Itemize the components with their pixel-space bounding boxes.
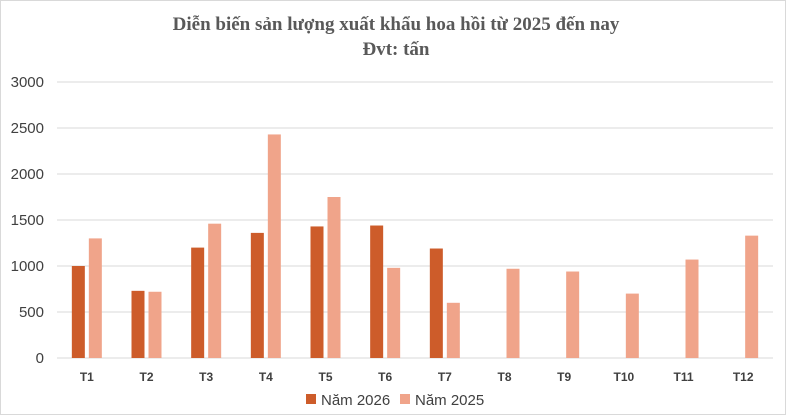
bar-nam-2025-t4 bbox=[267, 134, 281, 358]
x-tick-label: T3 bbox=[199, 370, 213, 384]
x-tick-label: T5 bbox=[318, 370, 332, 384]
y-tick-label: 1000 bbox=[11, 258, 44, 275]
bar-nam-2026-t2 bbox=[131, 290, 145, 358]
x-tick-label: T7 bbox=[438, 370, 452, 384]
x-tick-label: T4 bbox=[259, 370, 273, 384]
bar-nam-2026-t7 bbox=[429, 248, 443, 358]
x-tick-label: T8 bbox=[497, 370, 511, 384]
bars bbox=[71, 134, 759, 358]
bar-nam-2026-t5 bbox=[310, 226, 324, 358]
y-tick-label: 2500 bbox=[11, 120, 44, 137]
bar-nam-2026-t4 bbox=[250, 232, 264, 358]
bar-nam-2025-t3 bbox=[208, 223, 222, 358]
bar-nam-2026-t6 bbox=[370, 225, 384, 358]
chart-subtitle: Đvt: tấn bbox=[362, 39, 429, 60]
x-tick-label: T10 bbox=[613, 370, 634, 384]
x-axis-ticks: T1 T2 T3 T4 T5 T6 T7 T8 T9 T10 T11 T12 bbox=[80, 370, 754, 384]
legend: Năm 2026 Năm 2025 bbox=[306, 392, 484, 409]
y-tick-label: 3000 bbox=[11, 74, 44, 91]
x-tick-label: T9 bbox=[557, 370, 571, 384]
y-tick-label: 0 bbox=[36, 350, 44, 367]
bar-nam-2026-t1 bbox=[71, 266, 85, 358]
gridlines bbox=[57, 81, 773, 359]
bar-nam-2025-t8 bbox=[506, 268, 520, 358]
y-tick-label: 500 bbox=[19, 304, 44, 321]
bar-nam-2025-t1 bbox=[88, 238, 102, 358]
y-tick-label: 1500 bbox=[11, 212, 44, 229]
x-tick-label: T1 bbox=[80, 370, 94, 384]
y-axis-ticks: 0 500 1000 1500 2000 2500 3000 bbox=[11, 74, 44, 367]
bar-nam-2025-t7 bbox=[446, 302, 460, 358]
bar-nam-2025-t9 bbox=[566, 271, 580, 358]
bar-nam-2025-t12 bbox=[745, 235, 759, 358]
x-tick-label: T6 bbox=[378, 370, 392, 384]
legend-swatch-nam-2026 bbox=[306, 394, 316, 404]
bar-nam-2025-t5 bbox=[327, 197, 341, 358]
bar-nam-2025-t6 bbox=[387, 267, 401, 358]
bar-nam-2025-t2 bbox=[148, 291, 162, 358]
legend-label-nam-2026: Năm 2026 bbox=[321, 392, 390, 409]
x-tick-label: T2 bbox=[139, 370, 153, 384]
legend-swatch-nam-2025 bbox=[400, 394, 410, 404]
y-tick-label: 2000 bbox=[11, 166, 44, 183]
bar-nam-2025-t11 bbox=[685, 259, 699, 358]
bar-nam-2026-t3 bbox=[191, 247, 205, 358]
bar-nam-2025-t10 bbox=[625, 293, 639, 358]
x-tick-label: T12 bbox=[733, 370, 754, 384]
x-tick-label: T11 bbox=[673, 370, 693, 384]
chart-title: Diễn biến sản lượng xuất khẩu hoa hồi từ… bbox=[173, 14, 620, 35]
legend-label-nam-2025: Năm 2025 bbox=[415, 392, 484, 409]
